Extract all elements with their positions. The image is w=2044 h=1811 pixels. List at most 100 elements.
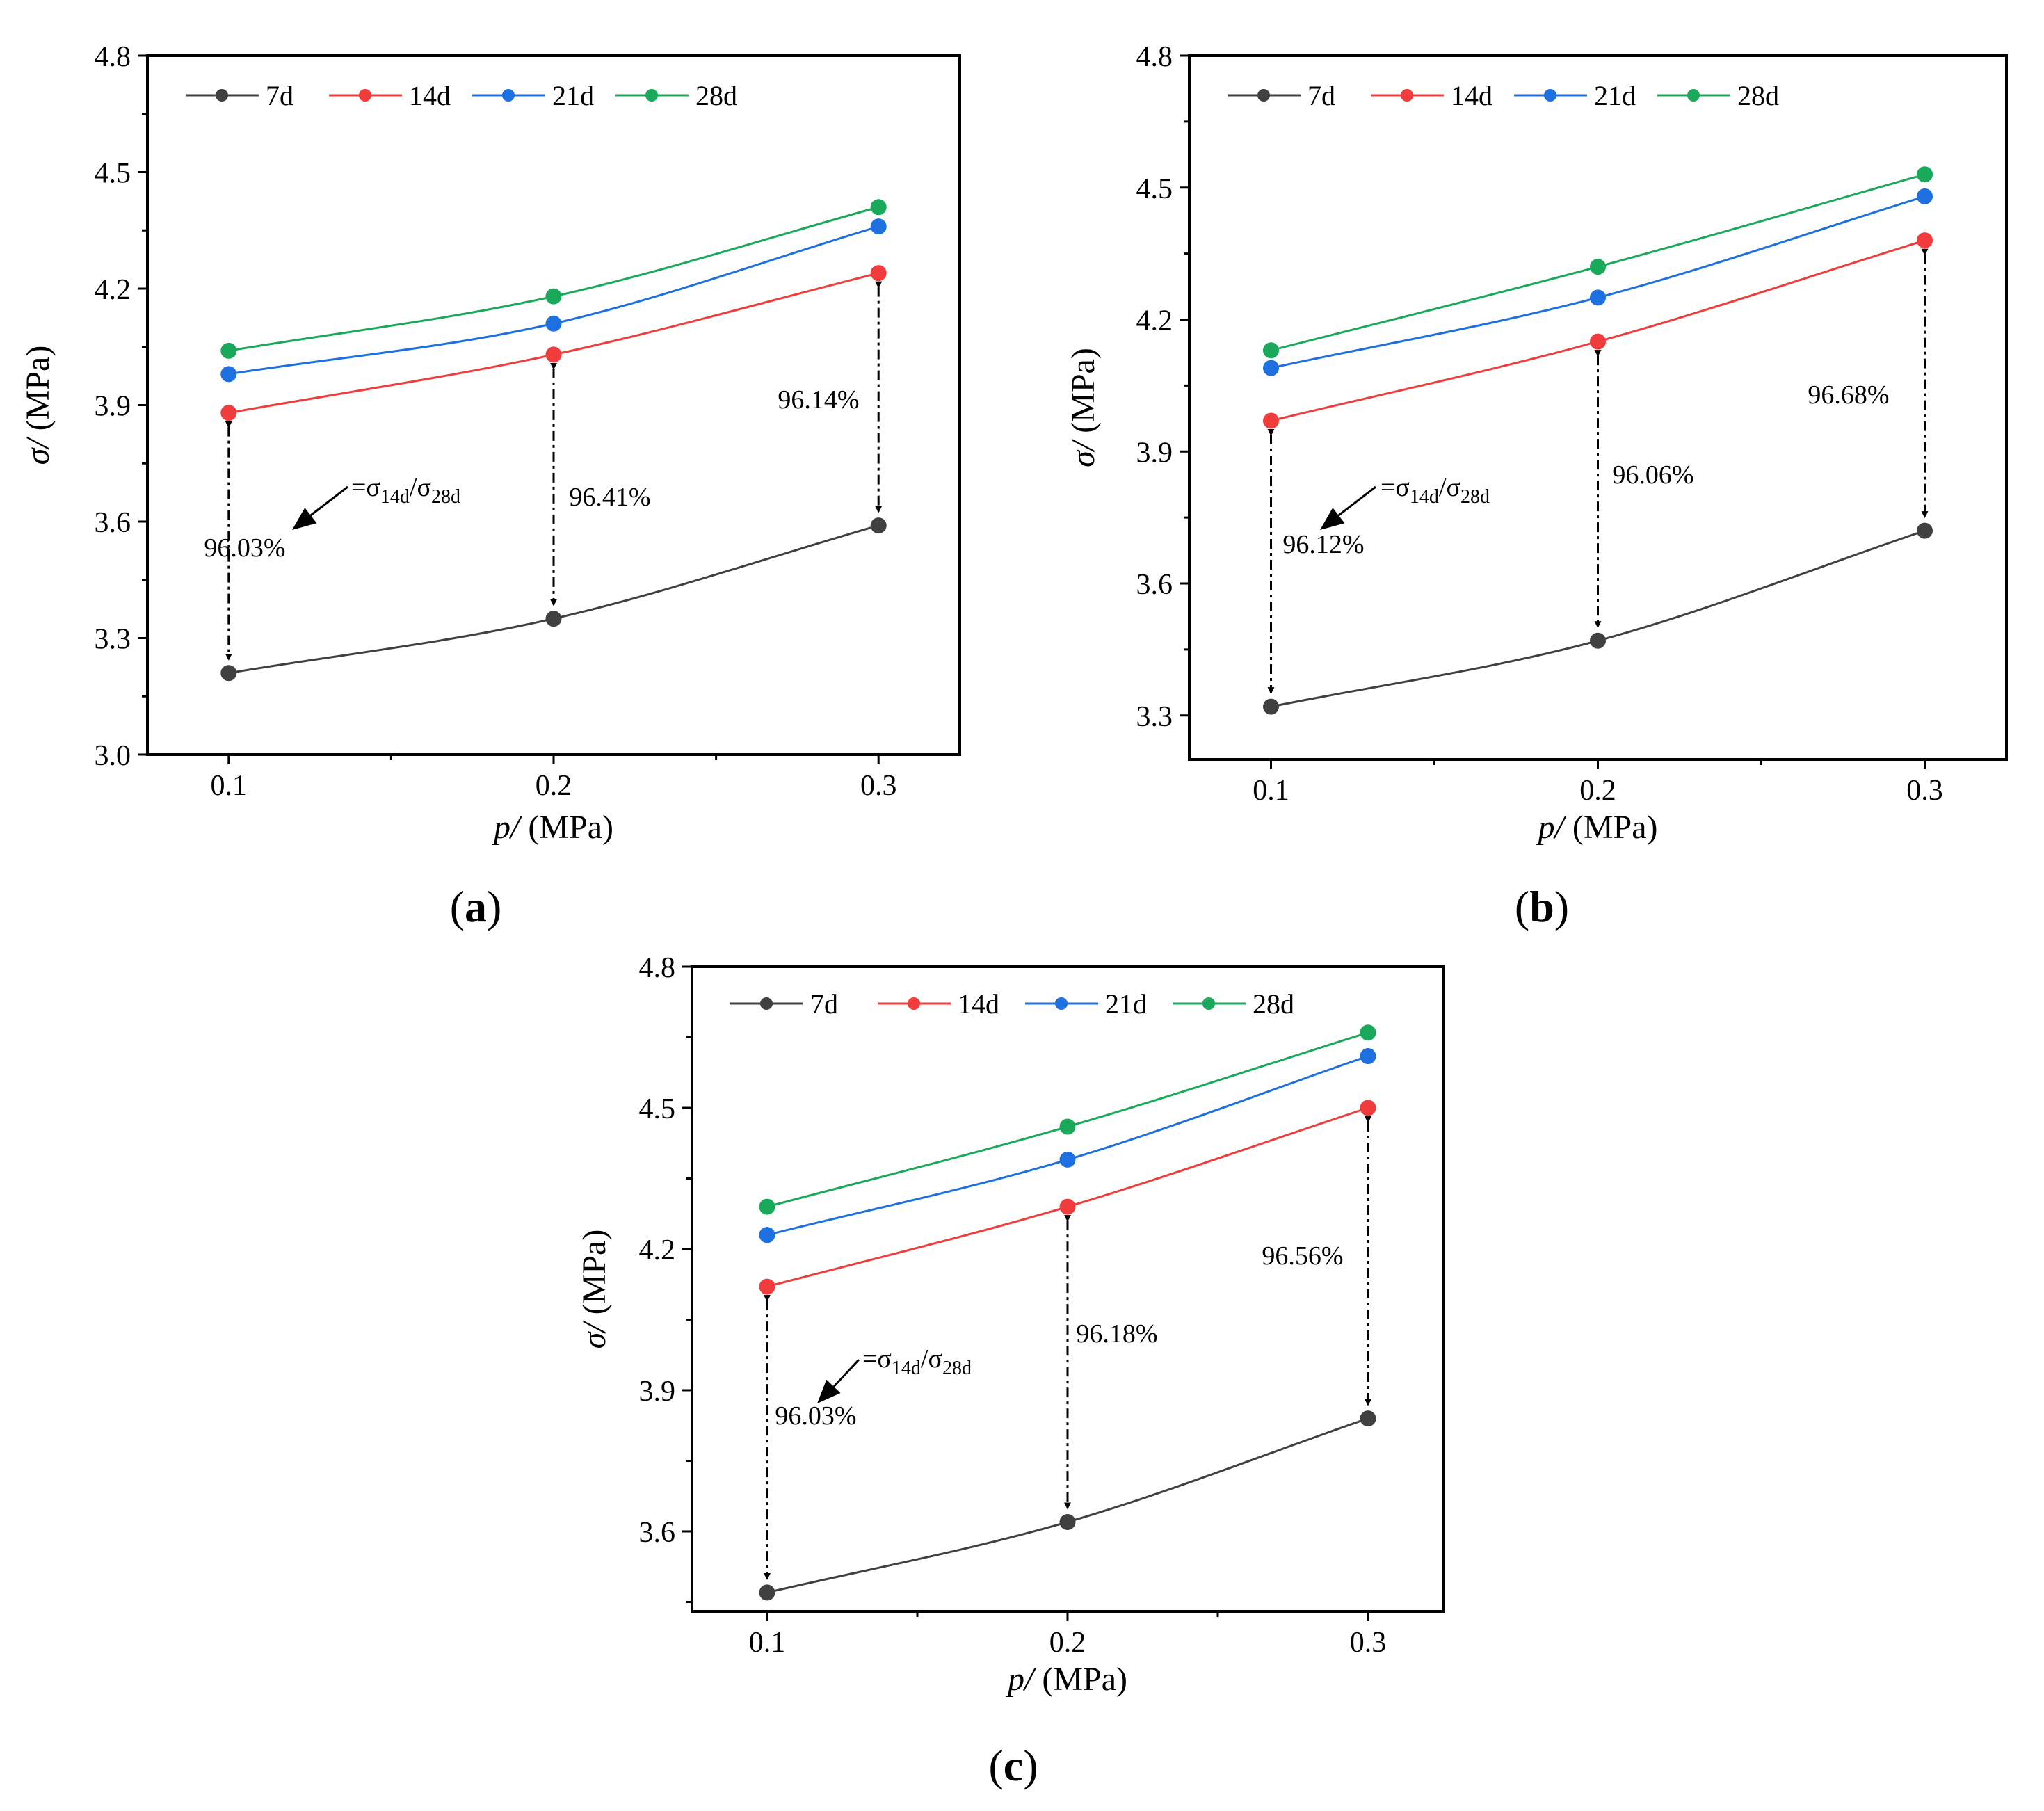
x-tick-label: 0.1	[211, 770, 248, 802]
y-tick-label: 4.8	[639, 952, 676, 984]
ratio-label: 96.06%	[1612, 460, 1693, 490]
y-axis-label: σ/ (MPa)	[19, 346, 56, 465]
legend-label-21d: 21d	[552, 80, 594, 111]
data-point-14d-0.2	[1059, 1198, 1076, 1215]
data-point-14d-0.2	[545, 346, 562, 363]
ratio-label: 96.14%	[778, 385, 859, 414]
data-point-14d-0.1	[1263, 412, 1279, 429]
data-point-14d-0.2	[1590, 333, 1606, 350]
pointer-arrow-head	[1320, 508, 1345, 530]
x-tick-label: 0.3	[1350, 1627, 1387, 1659]
data-point-14d-0.1	[220, 405, 237, 421]
legend-marker-7d	[1257, 89, 1270, 102]
x-axis-label: p/ (MPa)	[1006, 1661, 1127, 1698]
y-tick-label: 4.8	[95, 41, 131, 73]
legend-label-28d: 28d	[695, 80, 737, 111]
legend-label-28d: 28d	[1737, 80, 1779, 111]
legend-label-21d: 21d	[1105, 988, 1147, 1020]
chart-panel-c: 3.6 3.9 4.2 4.5 4.8 0.1 0.2 0.3 p/ (MPa) σ/ (MPa)…	[576, 952, 1445, 1790]
y-tick-label: 4.2	[95, 274, 131, 306]
ratio-label: 96.41%	[569, 483, 650, 512]
legend-marker-28d	[1202, 997, 1215, 1010]
ratio-definition-label: =σ14d/σ28d	[862, 1344, 972, 1379]
data-point-28d-0.1	[1263, 342, 1279, 359]
legend-marker-28d	[1687, 89, 1700, 102]
data-point-28d-0.2	[1059, 1118, 1076, 1135]
data-point-14d-0.3	[870, 265, 887, 282]
data-point-7d-0.3	[1917, 522, 1933, 539]
chart-panel-b: 3.3 3.6 3.9 4.2 4.5 4.8 0.1 0.2 0.3 p/ (MPa) σ/ (M…	[1065, 41, 2008, 931]
y-tick-label: 4.2	[639, 1234, 676, 1266]
legend-label-28d: 28d	[1253, 988, 1294, 1020]
data-point-28d-0.3	[1917, 166, 1933, 183]
data-point-21d-0.1	[220, 366, 237, 383]
ratio-definition-label: =σ14d/σ28d	[351, 473, 460, 508]
y-axis-label: σ/ (MPa)	[576, 1230, 613, 1349]
x-tick-label: 0.2	[1579, 775, 1616, 807]
data-point-28d-0.1	[220, 342, 237, 359]
pointer-arrow-head	[292, 508, 317, 530]
legend-marker-14d	[908, 997, 920, 1010]
data-point-21d-0.3	[870, 218, 887, 235]
x-tick-label: 0.2	[1049, 1627, 1086, 1659]
ratio-definition-label: =σ14d/σ28d	[1381, 473, 1490, 508]
y-tick-label: 3.3	[1136, 701, 1173, 733]
panel-label: (c)	[988, 1741, 1038, 1790]
data-point-7d-0.1	[759, 1584, 775, 1601]
data-point-14d-0.3	[1360, 1100, 1376, 1116]
x-tick-label: 0.2	[536, 770, 572, 802]
y-axis-label: σ/ (MPa)	[1065, 348, 1102, 467]
legend-label-14d: 14d	[1451, 80, 1492, 111]
data-point-7d-0.2	[545, 611, 562, 627]
data-point-7d-0.2	[1059, 1513, 1076, 1530]
data-point-21d-0.2	[1059, 1151, 1076, 1168]
data-point-28d-0.2	[545, 288, 562, 305]
y-tick-label: 3.6	[639, 1517, 676, 1549]
data-point-14d-0.3	[1917, 232, 1933, 249]
x-tick-label: 0.3	[1906, 775, 1943, 807]
y-tick-label: 3.9	[639, 1376, 676, 1408]
ratio-label: 96.68%	[1808, 380, 1889, 410]
ratio-label: 96.18%	[1076, 1319, 1157, 1349]
y-tick-label: 4.5	[1136, 173, 1173, 205]
legend-marker-21d	[502, 89, 515, 102]
data-point-28d-0.2	[1590, 259, 1606, 275]
data-point-28d-0.3	[870, 199, 887, 216]
data-point-21d-0.3	[1917, 188, 1933, 204]
data-point-7d-0.2	[1590, 632, 1606, 649]
legend-marker-14d	[1401, 89, 1413, 102]
data-point-21d-0.3	[1360, 1048, 1376, 1065]
legend-label-14d: 14d	[958, 988, 999, 1020]
legend-marker-7d	[760, 997, 773, 1010]
panel-label: (a)	[450, 882, 502, 931]
legend-label-7d: 7d	[810, 988, 838, 1020]
data-point-7d-0.1	[220, 665, 237, 682]
y-tick-label: 3.6	[95, 507, 131, 539]
data-point-7d-0.3	[870, 517, 887, 534]
data-point-21d-0.1	[1263, 360, 1279, 376]
ratio-label: 96.03%	[204, 533, 285, 563]
legend-label-7d: 7d	[1307, 80, 1335, 111]
data-point-7d-0.3	[1360, 1410, 1376, 1427]
legend-marker-21d	[1055, 997, 1068, 1010]
y-tick-label: 3.0	[95, 740, 131, 772]
data-point-28d-0.3	[1360, 1024, 1376, 1041]
pointer-arrow-head	[817, 1379, 841, 1403]
y-tick-label: 3.9	[1136, 437, 1173, 469]
data-point-7d-0.1	[1263, 698, 1279, 715]
ratio-label: 96.56%	[1262, 1241, 1343, 1271]
legend-marker-7d	[216, 89, 228, 102]
x-tick-label: 0.1	[749, 1627, 786, 1659]
data-point-21d-0.2	[1590, 289, 1606, 306]
data-point-21d-0.2	[545, 315, 562, 332]
x-tick-label: 0.1	[1253, 775, 1289, 807]
legend-marker-21d	[1544, 89, 1556, 102]
legend-label-7d: 7d	[266, 80, 293, 111]
data-point-21d-0.1	[759, 1227, 775, 1243]
y-tick-label: 4.5	[639, 1093, 676, 1125]
ratio-label: 96.03%	[775, 1401, 856, 1431]
y-tick-label: 3.9	[95, 391, 131, 423]
data-point-28d-0.1	[759, 1198, 775, 1215]
x-axis-label: p/ (MPa)	[1536, 809, 1658, 846]
